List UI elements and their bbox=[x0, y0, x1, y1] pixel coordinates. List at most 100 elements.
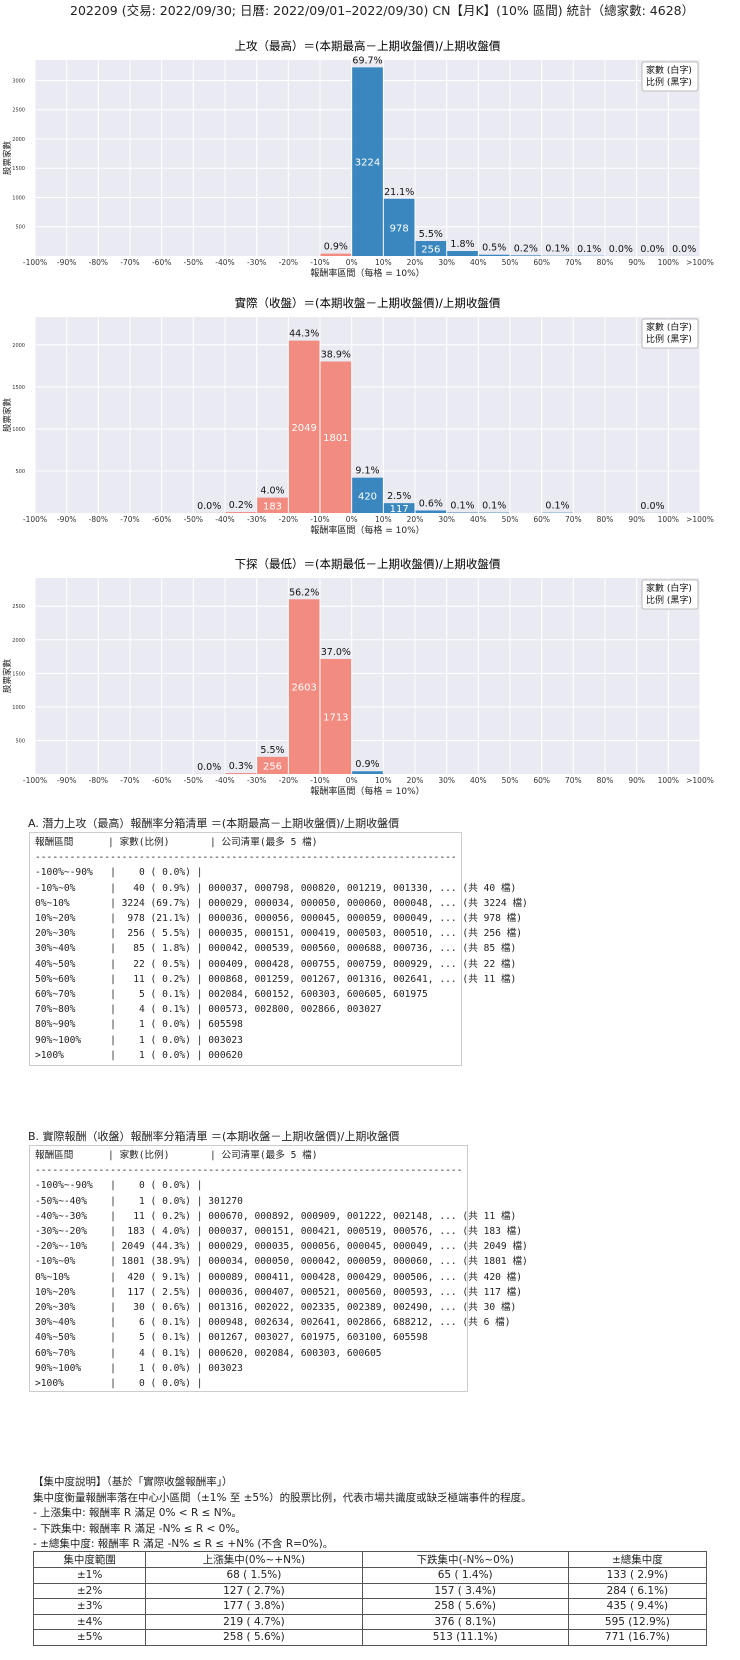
concentration-notes: 【集中度說明】（基於「實際收盤報酬率」） 集中度衡量報酬率落在中心小區間（±1% … bbox=[33, 1475, 532, 1553]
bar bbox=[447, 251, 478, 256]
table-cell: 595 (12.9%) bbox=[567, 1613, 708, 1630]
x-tick-label: 100% bbox=[658, 776, 679, 785]
bar bbox=[415, 241, 447, 256]
section-a-line: 30%~40% | 85 ( 1.8%) | 000042, 000539, 0… bbox=[35, 943, 517, 955]
legend-entry: 比例 (黑字) bbox=[646, 76, 692, 88]
section-b-title: B. 實際報酬（收盤）報酬率分箱清單 ＝(本期收盤－上期收盤價)/上期收盤價 bbox=[28, 1130, 400, 1143]
y-tick-label: 2000 bbox=[12, 638, 25, 644]
table-cell: 133 ( 2.9%) bbox=[567, 1567, 708, 1584]
x-tick-label: >100% bbox=[686, 515, 714, 524]
bar-pct-label: 0.0% bbox=[640, 501, 664, 512]
y-tick-label: 1500 bbox=[12, 166, 25, 172]
table-header-cell: 上漲集中(0%~+N%) bbox=[145, 1551, 363, 1568]
section-b-line: 40%~50% | 5 ( 0.1%) | 001267, 003027, 60… bbox=[35, 1332, 428, 1344]
y-tick-label: 500 bbox=[15, 225, 25, 231]
table-header-cell: ±總集中度 bbox=[567, 1551, 708, 1568]
section-b-line: 10%~20% | 117 ( 2.5%) | 000036, 000407, … bbox=[35, 1286, 523, 1298]
bar-count-label: 978 bbox=[390, 223, 409, 234]
bar-count-label: 1801 bbox=[323, 433, 348, 444]
bar bbox=[288, 599, 320, 774]
y-tick-label: 500 bbox=[15, 469, 25, 475]
section-b-line: 報酬區間 | 家數(比例) | 公司清單(最多 5 檔) bbox=[35, 1150, 318, 1161]
x-tick-label: 30% bbox=[438, 258, 455, 267]
x-tick-label: -20% bbox=[279, 515, 298, 524]
x-tick-label: -70% bbox=[120, 258, 139, 267]
section-b-line: 60%~70% | 4 ( 0.1%) | 000620, 002084, 60… bbox=[35, 1347, 382, 1359]
table-cell: ±4% bbox=[32, 1613, 147, 1630]
table-cell: 68 ( 1.5%) bbox=[145, 1567, 363, 1584]
bar bbox=[320, 253, 352, 256]
bar-count-label: 3224 bbox=[355, 158, 380, 169]
y-tick-label: 500 bbox=[15, 738, 25, 744]
x-tick-label: 70% bbox=[565, 258, 582, 267]
x-tick-label: -60% bbox=[152, 258, 171, 267]
section-b-list: 報酬區間 | 家數(比例) | 公司清單(最多 5 檔) ------------… bbox=[29, 1145, 528, 1392]
x-tick-label: -10% bbox=[310, 515, 329, 524]
table-cell: ±1% bbox=[32, 1567, 147, 1584]
table-row: ±4% 219 ( 4.7%) 376 ( 8.1%) 595 (12.9%) bbox=[32, 1613, 708, 1630]
legend-entry: 比例 (黑字) bbox=[646, 594, 692, 606]
table-row: ±1% 68 ( 1.5%) 65 ( 1.4%) 133 ( 2.9%) bbox=[32, 1567, 708, 1584]
x-tick-label: >100% bbox=[686, 258, 714, 267]
bar-pct-label: 56.2% bbox=[289, 587, 319, 598]
table-cell: ±5% bbox=[32, 1629, 147, 1646]
bar-pct-label: 44.3% bbox=[289, 329, 319, 340]
x-tick-label: -30% bbox=[247, 515, 266, 524]
bar bbox=[352, 477, 383, 513]
bar-pct-label: 0.0% bbox=[197, 501, 221, 512]
x-tick-label: -60% bbox=[152, 776, 171, 785]
bar-count-label: 183 bbox=[263, 501, 282, 512]
x-tick-label: 80% bbox=[597, 776, 614, 785]
section-a-line: 報酬區間 | 家數(比例) | 公司清單(最多 5 檔) bbox=[35, 837, 318, 848]
bar-pct-label: 0.9% bbox=[324, 242, 348, 253]
concentration-table: 集中度範圍 上漲集中(0%~+N%) 下跌集中(-N%~0%) ±總集中度 ±1% 68… bbox=[32, 1551, 708, 1646]
bar-pct-label: 2.5% bbox=[387, 491, 411, 502]
table-cell: 157 ( 3.4%) bbox=[361, 1582, 569, 1599]
bar bbox=[383, 198, 415, 256]
x-tick-label: -90% bbox=[57, 258, 76, 267]
bar bbox=[320, 659, 352, 774]
bar bbox=[383, 503, 415, 513]
bar-pct-label: 0.6% bbox=[419, 498, 443, 509]
table-row: ±5% 258 ( 5.6%) 513 (11.1%) 771 (16.7%) bbox=[32, 1629, 708, 1646]
x-axis-label: 報酬率區間（每格 = 10%） bbox=[310, 785, 424, 797]
bar bbox=[352, 771, 383, 774]
table-cell: 65 ( 1.4%) bbox=[361, 1567, 569, 1584]
table-cell: 219 ( 4.7%) bbox=[145, 1613, 363, 1630]
x-tick-label: 20% bbox=[407, 515, 424, 524]
y-axis-label: 股票家數 bbox=[2, 141, 13, 176]
bar bbox=[225, 512, 257, 513]
bar bbox=[447, 512, 478, 513]
section-a-line: ----------------------------------------… bbox=[35, 852, 456, 864]
bar-pct-label: 0.0% bbox=[197, 762, 221, 773]
section-a-line: 50%~60% | 11 ( 0.2%) | 000868, 001259, 0… bbox=[35, 973, 517, 985]
bar-count-label: 256 bbox=[263, 761, 282, 772]
x-tick-label: -100% bbox=[23, 258, 47, 267]
x-tick-label: 20% bbox=[407, 776, 424, 785]
x-tick-label: -50% bbox=[184, 515, 203, 524]
legend-entry: 家數 (白字) bbox=[646, 582, 692, 594]
x-tick-label: -50% bbox=[184, 258, 203, 267]
x-tick-label: 70% bbox=[565, 776, 582, 785]
section-a-title: A. 潛力上攻（最高）報酬率分箱清單 ＝(本期最高－上期收盤價)/上期收盤價 bbox=[28, 817, 400, 830]
table-cell: ±3% bbox=[32, 1598, 147, 1615]
x-tick-label: 80% bbox=[597, 258, 614, 267]
x-axis-label: 報酬率區間（每格 = 10%） bbox=[310, 524, 424, 536]
chart-title: 上攻（最高）＝(本期最高－上期收盤價)/上期收盤價 bbox=[235, 39, 501, 53]
section-a-line: >100% | 1 ( 0.0%) | 000620 bbox=[35, 1049, 243, 1061]
x-tick-label: -70% bbox=[120, 776, 139, 785]
bar-pct-label: 0.3% bbox=[229, 761, 253, 772]
x-tick-label: 50% bbox=[502, 776, 519, 785]
x-tick-label: 40% bbox=[470, 258, 487, 267]
x-tick-label: -80% bbox=[89, 515, 108, 524]
bar-pct-label: 38.9% bbox=[321, 349, 351, 360]
x-tick-label: -50% bbox=[184, 776, 203, 785]
x-tick-label: -40% bbox=[215, 515, 234, 524]
bar-pct-label: 0.0% bbox=[609, 244, 633, 255]
y-tick-label: 1000 bbox=[12, 705, 25, 711]
bar-pct-label: 0.1% bbox=[577, 244, 601, 255]
concentration-note-line: - 上漲集中: 報酬率 R 滿足 0% < R ≤ N%。 bbox=[33, 1507, 243, 1519]
legend: 家數 (白字)比例 (黑字) bbox=[641, 579, 699, 610]
x-axis-label: 報酬率區間（每格 = 10%） bbox=[310, 267, 424, 279]
concentration-note-line: 集中度衡量報酬率落在中心小區間（±1% 至 ±5%）的股票比例，代表市場共識度或… bbox=[33, 1491, 532, 1504]
